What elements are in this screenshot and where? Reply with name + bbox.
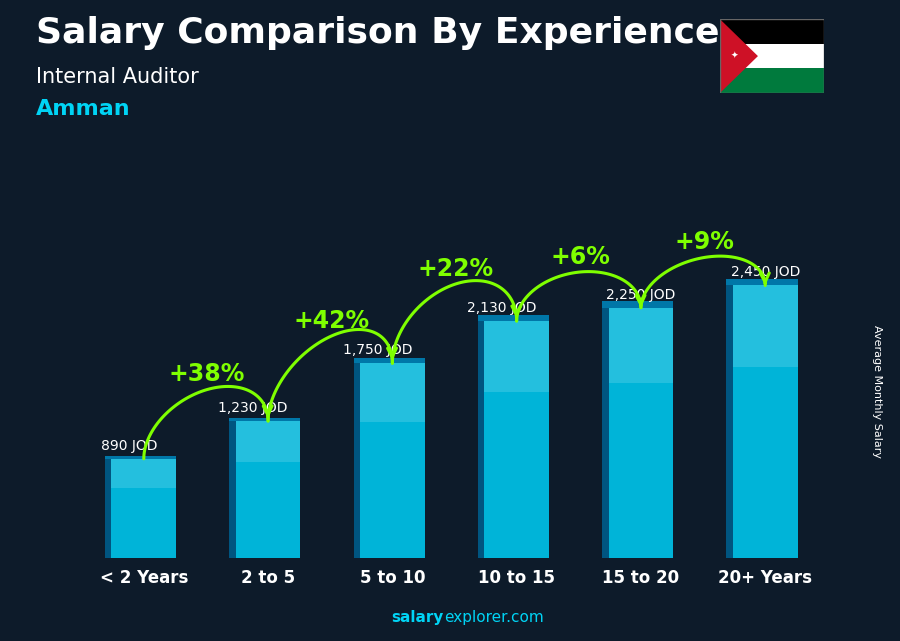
Text: salary: salary — [392, 610, 444, 625]
Bar — [230, 421, 236, 558]
Text: 1,750 JOD: 1,750 JOD — [343, 343, 412, 357]
Bar — [360, 363, 425, 558]
Bar — [602, 308, 608, 558]
Text: 2,450 JOD: 2,450 JOD — [731, 265, 800, 279]
Text: +38%: +38% — [169, 362, 246, 386]
Bar — [726, 279, 797, 285]
Text: 2,250 JOD: 2,250 JOD — [607, 288, 676, 301]
Bar — [733, 285, 797, 367]
Bar — [608, 308, 673, 383]
Text: +6%: +6% — [550, 245, 610, 269]
Bar — [112, 459, 176, 488]
Bar — [360, 363, 425, 422]
Bar — [484, 321, 549, 392]
Bar — [236, 421, 301, 558]
Bar — [105, 459, 112, 558]
Text: 2,130 JOD: 2,130 JOD — [467, 301, 536, 315]
Text: Average Monthly Salary: Average Monthly Salary — [872, 324, 883, 458]
Bar — [726, 285, 733, 558]
Text: Amman: Amman — [36, 99, 130, 119]
Text: +9%: +9% — [674, 230, 734, 254]
Bar — [230, 417, 301, 421]
Text: 890 JOD: 890 JOD — [101, 438, 158, 453]
Text: Salary Comparison By Experience: Salary Comparison By Experience — [36, 16, 719, 50]
Bar — [112, 459, 176, 558]
Bar — [354, 363, 360, 558]
Bar — [608, 308, 673, 558]
Bar — [478, 321, 484, 558]
Bar — [478, 315, 549, 321]
Text: ✦: ✦ — [731, 51, 738, 61]
Bar — [354, 358, 425, 363]
Bar — [720, 69, 824, 93]
Text: +22%: +22% — [418, 256, 494, 281]
Bar — [236, 421, 301, 462]
Polygon shape — [720, 19, 758, 93]
Bar — [720, 44, 824, 69]
Bar — [733, 285, 797, 558]
Text: 1,230 JOD: 1,230 JOD — [219, 401, 288, 415]
Bar — [720, 19, 824, 44]
Bar — [105, 456, 176, 459]
Text: Internal Auditor: Internal Auditor — [36, 67, 199, 87]
Text: +42%: +42% — [293, 309, 370, 333]
Bar — [484, 321, 549, 558]
Text: explorer.com: explorer.com — [444, 610, 544, 625]
Bar — [602, 301, 673, 308]
